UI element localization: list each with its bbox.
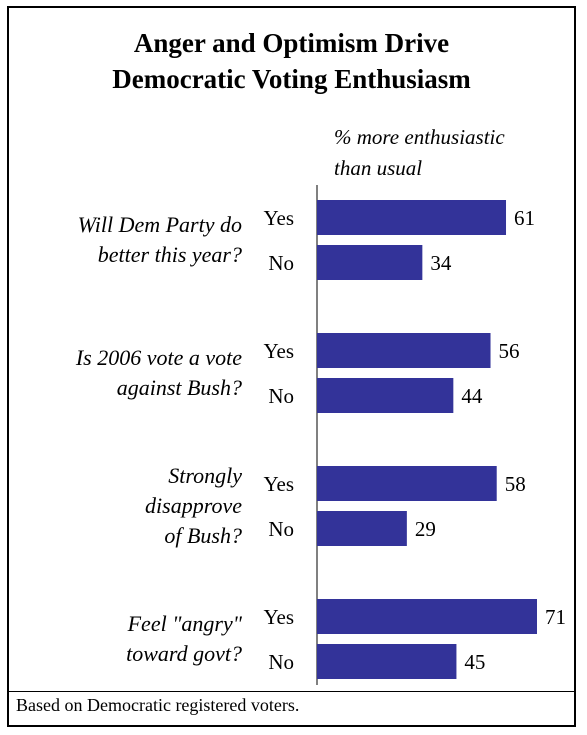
- question-label: toward govt?: [126, 641, 242, 666]
- question-label: Strongly: [168, 463, 242, 488]
- data-label: 29: [415, 517, 436, 541]
- unit-label-line1: % more enthusiastic: [334, 125, 505, 149]
- unit-label-line2: than usual: [334, 156, 423, 180]
- question-label: Will Dem Party do: [78, 212, 242, 237]
- bar-no: [317, 644, 457, 679]
- category-label: Yes: [263, 605, 294, 629]
- data-label: 61: [514, 206, 535, 230]
- footnote: Based on Democratic registered voters.: [16, 695, 300, 715]
- chart-frame: [7, 6, 576, 727]
- chart-title-line2: Democratic Voting Enthusiasm: [112, 64, 471, 94]
- bar-no: [317, 245, 423, 280]
- category-label: No: [268, 251, 294, 275]
- data-label: 71: [545, 605, 566, 629]
- bar-yes: [317, 200, 507, 235]
- bar-yes: [317, 333, 491, 368]
- data-label: 34: [430, 251, 452, 275]
- chart-title-line1: Anger and Optimism Drive: [133, 28, 450, 58]
- question-label: better this year?: [98, 242, 242, 267]
- question-label: Feel "angry": [127, 611, 243, 636]
- category-label: Yes: [263, 339, 294, 363]
- data-label: 45: [464, 650, 485, 674]
- category-label: No: [268, 650, 294, 674]
- category-label: Yes: [263, 206, 294, 230]
- category-label: Yes: [263, 472, 294, 496]
- data-label: 56: [499, 339, 520, 363]
- footer-divider: [9, 691, 574, 692]
- category-label: No: [268, 384, 294, 408]
- data-label: 58: [505, 472, 526, 496]
- category-label: No: [268, 517, 294, 541]
- question-label: Is 2006 vote a vote: [75, 345, 242, 370]
- question-label: against Bush?: [117, 375, 242, 400]
- question-label: disapprove: [145, 493, 242, 518]
- bar-yes: [317, 466, 497, 501]
- bar-no: [317, 511, 407, 546]
- bar-yes: [317, 599, 537, 634]
- data-label: 44: [461, 384, 483, 408]
- question-label: of Bush?: [164, 523, 242, 548]
- bar-no: [317, 378, 454, 413]
